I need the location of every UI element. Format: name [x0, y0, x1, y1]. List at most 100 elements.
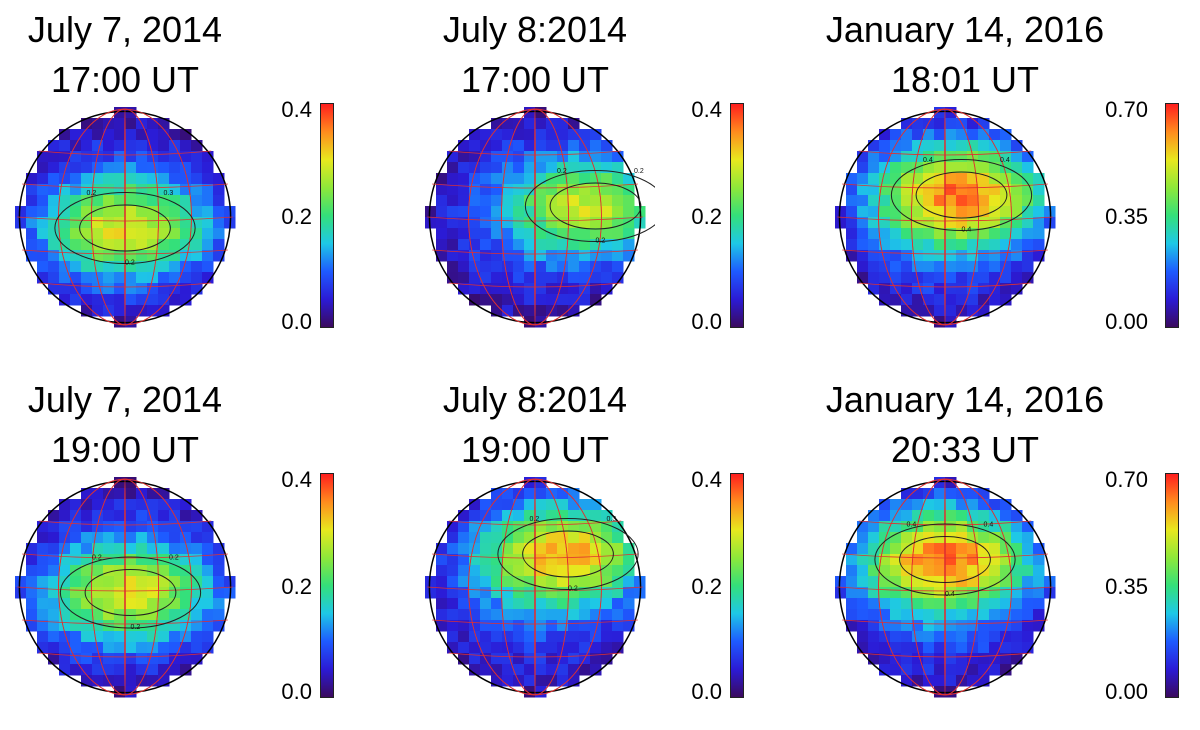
pixel-cell	[180, 184, 192, 196]
pixel-cell	[436, 554, 448, 566]
pixel-cell	[989, 129, 1001, 141]
pixel-cell	[502, 250, 514, 262]
pixel-cell	[125, 576, 137, 588]
pixel-cell	[967, 294, 979, 306]
colorbar-tick-min: 0.00	[1105, 309, 1148, 334]
pixel-cell	[1033, 554, 1045, 566]
colorbar-tick-max: 0.4	[281, 97, 312, 122]
pixel-cell	[557, 598, 569, 610]
pixel-cell	[535, 477, 547, 489]
pixel-cell	[934, 675, 946, 687]
pixel-cell	[612, 184, 624, 196]
pixel-cell	[513, 587, 525, 599]
pixel-cell	[524, 499, 536, 511]
pixel-cell	[557, 305, 569, 317]
pixel-cell	[103, 261, 115, 273]
pixel-cell	[967, 173, 979, 185]
pixel-cell	[579, 184, 591, 196]
pixel-cell	[513, 488, 525, 500]
pixel-cell	[546, 598, 558, 610]
pixel-cell	[546, 642, 558, 654]
pixel-cell	[136, 642, 148, 654]
pixel-cell	[546, 576, 558, 588]
pixel-cell	[158, 283, 170, 295]
pixel-cell	[967, 532, 979, 544]
pixel-cell	[557, 228, 569, 240]
pixel-cell	[158, 228, 170, 240]
pixel-cell	[923, 151, 935, 163]
pixel-cell	[535, 217, 547, 229]
pixel-cell	[114, 565, 126, 577]
pixel-cell	[180, 664, 192, 676]
pixel-cell	[103, 173, 115, 185]
pixel-cell	[590, 228, 602, 240]
pixel-cell	[81, 609, 93, 621]
colorbar-tick-max: 0.4	[691, 467, 722, 492]
pixel-cell	[945, 609, 957, 621]
pixel-cell	[590, 206, 602, 218]
contour-label: 0.4	[984, 522, 994, 529]
pixel-cell	[945, 653, 957, 665]
pixel-cell	[48, 283, 60, 295]
pixel-cell	[879, 532, 891, 544]
pixel-cell	[579, 151, 591, 163]
pixel-cell	[169, 162, 181, 174]
pixel-cell	[48, 217, 60, 229]
pixel-cell	[945, 250, 957, 262]
pixel-cell	[191, 140, 203, 152]
pixel-cell	[103, 228, 115, 240]
pixel-cell	[1011, 272, 1023, 284]
pixel-cell	[945, 543, 957, 555]
pixel-cell	[967, 250, 979, 262]
pixel-cell	[70, 554, 82, 566]
pixel-cell	[568, 283, 580, 295]
pixel-cell	[535, 228, 547, 240]
pixel-cell	[81, 565, 93, 577]
pixel-cell	[513, 554, 525, 566]
pixel-cell	[901, 488, 913, 500]
colorbar	[730, 473, 744, 698]
pixel-cell	[989, 294, 1001, 306]
pixel-cell	[469, 609, 481, 621]
contour-line	[59, 556, 202, 629]
pixel-cell	[81, 118, 93, 130]
pixel-cell	[59, 140, 71, 152]
pixel-cell	[879, 162, 891, 174]
pixel-cell	[590, 162, 602, 174]
pixel-cell	[1011, 620, 1023, 632]
pixel-cell	[502, 576, 514, 588]
pixel-cell	[469, 664, 481, 676]
pixel-cell	[48, 554, 60, 566]
pixel-cell	[1000, 631, 1012, 643]
pixel-cell	[48, 151, 60, 163]
pixel-cell	[136, 140, 148, 152]
pixel-cell	[557, 576, 569, 588]
pixel-cell	[601, 217, 613, 229]
pixel-cell	[590, 195, 602, 207]
pixel-cell	[879, 261, 891, 273]
pixel-cell	[1022, 543, 1034, 555]
pixel-cell	[48, 521, 60, 533]
pixel-cell	[491, 162, 503, 174]
pixel-cell	[136, 184, 148, 196]
colorbar-tick-mid: 0.2	[691, 204, 722, 229]
pixel-cell	[103, 554, 115, 566]
pixel-cell	[945, 499, 957, 511]
pixel-cell	[956, 565, 968, 577]
pixel-cell	[601, 521, 613, 533]
pixel-cell	[81, 250, 93, 262]
pixel-cell	[535, 283, 547, 295]
pixel-cell	[535, 294, 547, 306]
pixel-cell	[868, 576, 880, 588]
pixel-cell	[458, 272, 470, 284]
pixel-cell	[202, 576, 214, 588]
pixel-cell	[180, 598, 192, 610]
longitude-line	[878, 478, 1012, 696]
pixel-cell	[568, 140, 580, 152]
pixel-cell	[125, 173, 137, 185]
pixel-cell	[480, 598, 492, 610]
pixel-cell	[879, 499, 891, 511]
pixel-cell	[103, 162, 115, 174]
pixel-cell	[202, 195, 214, 207]
pixel-cell	[447, 598, 459, 610]
